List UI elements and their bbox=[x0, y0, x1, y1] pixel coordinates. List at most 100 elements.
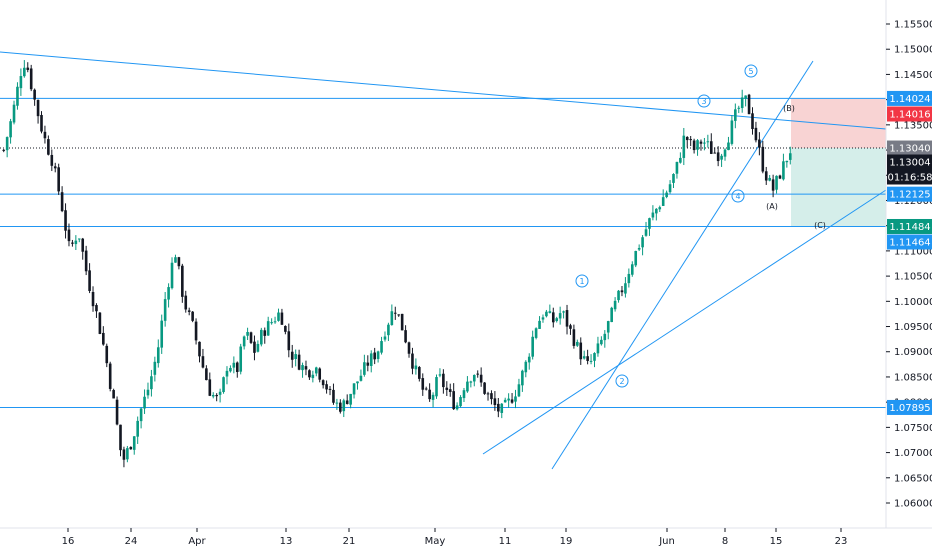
candle-body bbox=[232, 362, 236, 368]
candle-body bbox=[435, 377, 438, 397]
trend-line[interactable] bbox=[551, 60, 814, 470]
candle-body bbox=[634, 250, 638, 266]
candle-body bbox=[555, 318, 559, 322]
price-axis-label: 1.13500 bbox=[894, 120, 932, 131]
wave-2-label: 2 bbox=[619, 377, 624, 386]
candle-body bbox=[689, 139, 692, 141]
time-axis[interactable]: 16 24 Apr 13 21 May 11 19 Jun 8 15 23 bbox=[62, 528, 848, 547]
candle-body bbox=[428, 389, 431, 400]
trend-lines[interactable] bbox=[0, 51, 887, 470]
position-zones bbox=[791, 98, 886, 227]
candle-body bbox=[713, 152, 717, 154]
price-badge-label: 1.13004 bbox=[889, 158, 930, 169]
candle-body bbox=[493, 398, 497, 406]
candle-body bbox=[235, 362, 239, 372]
candle-body bbox=[266, 321, 270, 336]
candle-body bbox=[558, 313, 562, 319]
wave-3-circle bbox=[697, 94, 711, 108]
candle-body bbox=[565, 310, 569, 327]
candle-body bbox=[328, 388, 332, 390]
time-axis-label: May bbox=[425, 536, 446, 547]
candle-body bbox=[630, 264, 634, 275]
candle-body bbox=[589, 360, 593, 362]
candle-body bbox=[387, 324, 390, 336]
candle-body bbox=[26, 67, 30, 70]
candle-body bbox=[297, 354, 301, 370]
time-axis-label: 11 bbox=[499, 536, 512, 547]
candle-body bbox=[277, 312, 280, 321]
candle-body bbox=[139, 408, 143, 422]
price-badge-level bbox=[887, 234, 932, 250]
wave-5-circle bbox=[744, 64, 758, 78]
price-axis-label: 1.06500 bbox=[894, 473, 932, 484]
candle-body bbox=[132, 436, 136, 450]
candle-body bbox=[91, 291, 95, 307]
candle-body bbox=[112, 390, 115, 399]
candle-body bbox=[211, 394, 215, 397]
price-badge-level bbox=[887, 90, 932, 106]
candle-body bbox=[675, 161, 679, 174]
price-axis-label: 1.06000 bbox=[894, 499, 932, 510]
wave-C-label: (C) bbox=[814, 221, 826, 230]
candle-body bbox=[47, 139, 50, 155]
wave-B-label: (B) bbox=[783, 104, 795, 113]
candle-body bbox=[321, 380, 325, 386]
candle-body bbox=[586, 356, 589, 361]
candle-body bbox=[126, 448, 129, 460]
candle-body bbox=[603, 333, 607, 341]
stop-loss-zone bbox=[791, 98, 886, 149]
trend-line[interactable] bbox=[0, 51, 887, 130]
candle-body bbox=[596, 343, 600, 354]
candle-body bbox=[758, 139, 761, 148]
horizontal-levels[interactable] bbox=[0, 97, 886, 408]
candle-body bbox=[462, 390, 466, 399]
candle-body bbox=[356, 381, 359, 384]
candle-body bbox=[448, 389, 452, 392]
candle-body bbox=[280, 312, 284, 325]
candle-body bbox=[53, 166, 57, 169]
candle-body bbox=[672, 174, 675, 183]
candle-body bbox=[407, 342, 411, 354]
candle-body bbox=[452, 391, 455, 410]
price-axis-label: 1.15500 bbox=[894, 20, 932, 31]
candle-body bbox=[77, 238, 81, 240]
candle-body bbox=[778, 175, 782, 179]
trend-line[interactable] bbox=[482, 189, 887, 455]
price-badge-countdown bbox=[887, 169, 932, 185]
candle-body bbox=[483, 382, 486, 394]
candle-body bbox=[507, 398, 510, 401]
candle-body bbox=[524, 361, 528, 373]
wave-5-label: 5 bbox=[748, 67, 753, 76]
candle-body bbox=[81, 238, 85, 252]
price-badge-current bbox=[887, 140, 932, 156]
candle-body bbox=[339, 402, 342, 412]
candle-body bbox=[294, 354, 297, 360]
candle-body bbox=[685, 136, 689, 141]
candle-body bbox=[284, 326, 287, 332]
candle-body bbox=[177, 257, 181, 267]
candle-body bbox=[709, 141, 713, 154]
price-badge-label: 1.07895 bbox=[889, 403, 930, 414]
candle-body bbox=[308, 370, 311, 378]
wave-1-circle bbox=[575, 274, 589, 288]
time-axis-label: Apr bbox=[188, 536, 206, 547]
candle-body bbox=[782, 161, 785, 180]
candle-body bbox=[380, 341, 383, 353]
time-axis-label: 13 bbox=[280, 536, 293, 547]
candle-body bbox=[648, 218, 651, 229]
candle-body bbox=[572, 329, 576, 346]
candle-body bbox=[548, 311, 552, 313]
candle-body bbox=[242, 336, 246, 347]
candle-body bbox=[2, 149, 6, 151]
candle-body bbox=[150, 376, 153, 390]
candle-body bbox=[576, 341, 579, 346]
candle-body bbox=[424, 388, 428, 390]
price-badge-label: 1.14016 bbox=[889, 110, 930, 121]
candle-body bbox=[393, 312, 397, 314]
candle-body bbox=[606, 321, 610, 333]
candlestick-series bbox=[2, 60, 792, 468]
candle-body bbox=[754, 127, 758, 141]
candle-body bbox=[184, 295, 188, 310]
